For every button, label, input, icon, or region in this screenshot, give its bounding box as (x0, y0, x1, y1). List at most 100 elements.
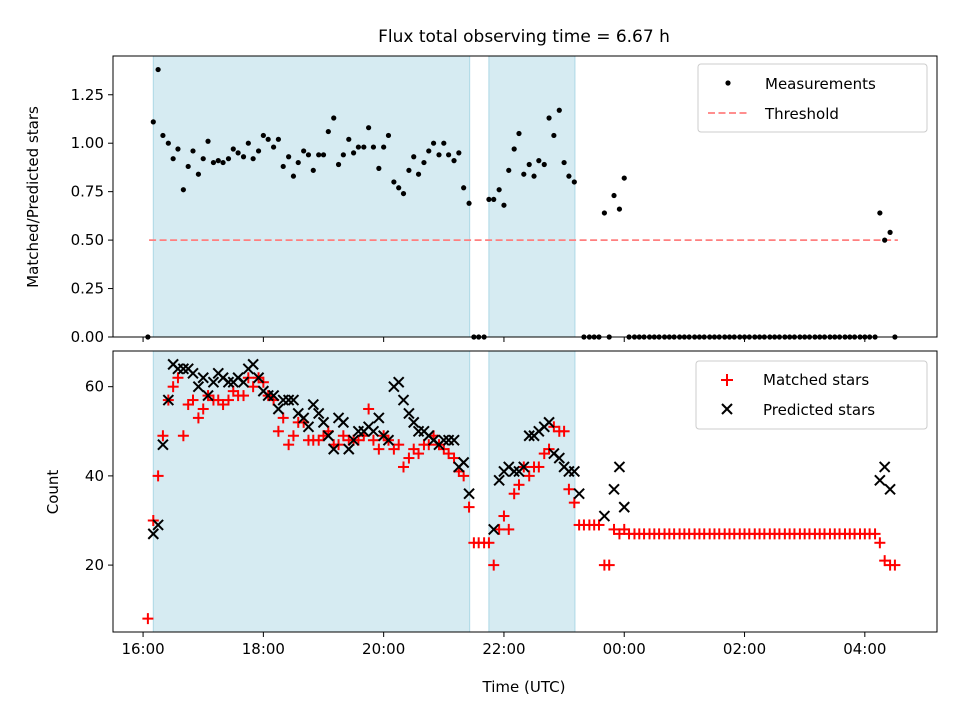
measurement-point (430, 140, 437, 146)
measurement-point (280, 163, 286, 170)
measurement-point (391, 179, 397, 185)
bottom-x-tick-label: 16:00 (121, 640, 164, 658)
measurement-point (160, 132, 166, 139)
matched-star-point (197, 403, 209, 415)
measurement-point (335, 161, 342, 168)
top-shaded-regions (152, 55, 576, 338)
measurement-point (305, 152, 312, 158)
top-y-tick-label: 1.25 (71, 86, 104, 104)
measurement-point (411, 154, 417, 160)
matched-star-point (593, 519, 605, 531)
measurement-point (456, 150, 462, 156)
matched-star-point (373, 443, 385, 455)
predicted-star-point (247, 358, 259, 371)
matched-star-point (177, 430, 189, 442)
measurement-point (451, 158, 457, 164)
predicted-star-point (152, 519, 164, 531)
measurement-point (421, 159, 427, 166)
predicted-star-point (207, 376, 220, 388)
measurement-point (887, 229, 893, 235)
bottom-x-axis-label: Time (UTC) (482, 678, 566, 696)
measurement-point (155, 66, 161, 73)
matched-star-point (869, 528, 881, 540)
measurement-point (175, 146, 181, 152)
top-chart-title: Flux total observing time = 6.67 h (378, 27, 670, 47)
predicted-star-point (523, 430, 535, 442)
matched-star-point (172, 372, 184, 384)
measurement-point (396, 185, 402, 191)
measurement-point (235, 150, 241, 156)
matched-star-point (603, 559, 615, 571)
predicted-star-point (518, 461, 530, 473)
measurement-point (210, 159, 217, 166)
legend-predicted-marker (721, 403, 733, 415)
predicted-star-point (162, 394, 175, 406)
measurement-point (566, 173, 572, 179)
bottom-matched-points (142, 372, 901, 625)
predicted-star-point (347, 434, 360, 446)
measurement-point (310, 167, 316, 173)
matched-star-point (393, 439, 405, 451)
measurement-point (200, 156, 206, 162)
predicted-star-point (618, 501, 630, 513)
measurement-point (245, 140, 251, 146)
bottom-predicted-points (147, 358, 896, 540)
matched-star-point (503, 523, 515, 535)
measurement-point (265, 136, 271, 142)
predicted-star-point (237, 376, 250, 388)
bottom-shaded-regions (152, 350, 576, 633)
bottom-y-tick-label: 60 (85, 378, 104, 396)
measurement-point (511, 146, 517, 152)
measurement-point (385, 132, 392, 139)
predicted-star-point (328, 443, 340, 455)
matched-star-point (398, 461, 410, 473)
predicted-star-point (874, 474, 886, 487)
matched-star-point (413, 448, 425, 460)
matched-star-point (508, 488, 520, 500)
predicted-star-point (147, 528, 160, 540)
predicted-star-point (197, 372, 209, 384)
legend-measurements-marker (725, 80, 731, 86)
bottom-axes-frame (112, 350, 938, 633)
measurement-point (290, 173, 297, 179)
bottom-y-tick-label: 40 (85, 467, 104, 485)
measurement-point (536, 158, 542, 164)
measurement-point (877, 210, 883, 216)
predicted-star-point (282, 394, 295, 406)
measurement-point (546, 115, 552, 121)
measurement-point (516, 130, 522, 137)
predicted-star-point (312, 407, 325, 420)
measurement-point (506, 167, 512, 173)
measurement-point (340, 152, 346, 158)
matched-star-point (238, 390, 250, 402)
predicted-star-point (884, 483, 896, 495)
measurement-point (180, 187, 186, 193)
predicted-star-point (322, 430, 335, 442)
top-legend-box (697, 63, 928, 133)
bottom-x-tick-label: 02:00 (723, 640, 766, 658)
measurement-point (370, 144, 377, 150)
measurement-point (436, 152, 442, 158)
matched-star-point (523, 470, 535, 482)
bottom-x-ticks: 16:00 18:00 20:00 22:00 00:00 02:00 04:00 (121, 632, 886, 658)
predicted-star-point (408, 416, 420, 429)
top-y-axis-label: Matched/Predicted stars (24, 106, 42, 288)
matched-star-point (222, 394, 234, 406)
bottom-y-tick-label: 20 (85, 556, 104, 574)
measurement-point (195, 171, 202, 177)
measurement-point (415, 171, 422, 177)
measurement-point (406, 167, 412, 173)
matched-star-point (568, 497, 580, 509)
bottom-x-tick-label: 00:00 (603, 640, 646, 658)
measurement-point (165, 140, 171, 146)
matched-star-point (563, 483, 575, 495)
predicted-star-point (598, 510, 611, 522)
measurement-point (441, 140, 447, 146)
predicted-star-point (177, 363, 190, 375)
predicted-star-point (222, 376, 235, 388)
predicted-star-point (573, 488, 585, 500)
measurement-point (556, 107, 562, 113)
measurement-point (225, 156, 232, 162)
predicted-star-point (272, 403, 285, 415)
matched-star-point (513, 479, 525, 491)
